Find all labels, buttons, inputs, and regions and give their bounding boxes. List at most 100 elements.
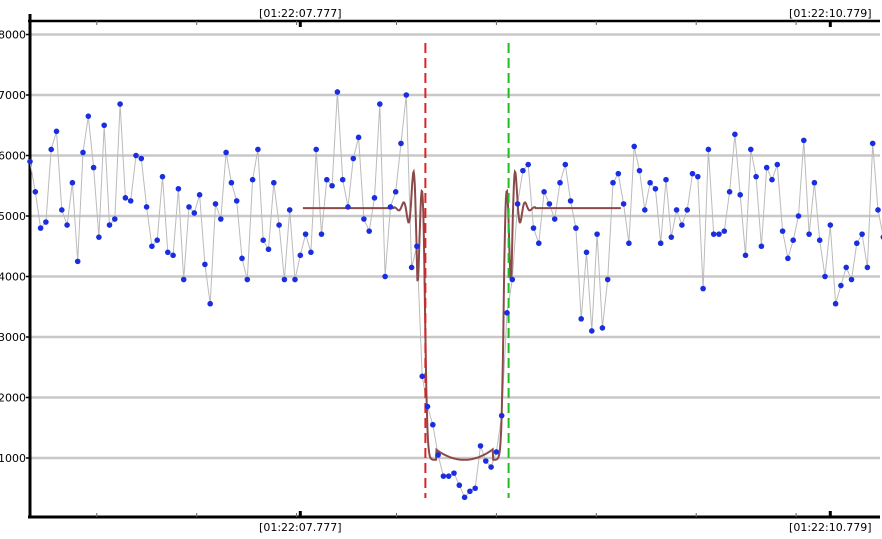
data-point [101,122,107,129]
data-point [483,458,489,464]
data-point [737,192,743,198]
data-point [228,179,235,186]
data-point [790,237,796,243]
data-point [207,300,213,307]
data-point [467,488,473,495]
vertical-markers [424,43,510,498]
data-point [599,325,606,331]
data-point [138,155,145,162]
data-point [742,252,749,259]
data-point [843,264,849,271]
data-point [292,276,298,283]
data-point [350,155,357,162]
data-point [218,216,224,222]
data-point [573,225,579,231]
x-time-label-top: [01:22:10.779] [789,7,871,20]
data-point [578,316,584,322]
data-point [64,222,70,228]
data-point [154,237,160,243]
data-point [329,182,335,189]
data-point [255,146,261,153]
x-axis-ticks [96,21,832,517]
data-point [345,204,351,210]
data-point [414,243,420,250]
data-point [334,89,341,95]
y-tick-label: 8000 [0,29,26,42]
data-point [859,231,865,237]
data-point [753,173,759,180]
data-point [127,198,134,204]
data-point [159,173,166,180]
data-point [276,222,282,228]
data-point [472,485,479,492]
data-point [43,219,49,225]
data-point [647,179,653,186]
data-point [854,240,860,247]
data-point [196,192,203,198]
data-point [308,249,314,256]
data-point [864,264,871,271]
data-point [361,216,367,222]
data-point [355,134,362,141]
data-point [90,164,97,171]
data-point [679,222,685,228]
data-point [69,179,76,186]
data-point [551,216,558,222]
data-point [642,207,648,213]
data-point [143,204,150,210]
data-point [424,403,431,410]
data-point [822,273,828,280]
data-points [27,89,882,501]
data-point [801,137,807,144]
data-point [583,249,590,256]
data-point [700,285,706,292]
data-point [493,449,500,455]
data-point [536,240,542,247]
data-point [514,201,521,207]
data-point [223,149,229,156]
data-point [202,261,208,268]
data-point [626,240,632,247]
data-point [652,185,659,192]
data-point [705,146,712,153]
data-point [59,207,65,213]
data-point [180,276,187,283]
data-point [673,207,680,213]
data-point [695,173,701,180]
data-point [689,170,696,177]
data-point [117,101,123,107]
data-point [461,494,468,501]
data-point [869,140,876,147]
data-point [165,249,171,256]
data-point [498,412,505,419]
data-point [32,189,39,195]
data-point [265,246,272,253]
data-point [520,167,526,174]
data-point [313,146,320,153]
data-point [610,179,616,186]
data-point [387,204,394,210]
data-point [419,373,426,380]
data-point [615,170,622,177]
data-point [811,179,818,186]
data-point [875,207,881,213]
data-point [785,255,791,262]
data-point [149,243,155,250]
data-point [604,276,611,283]
data-point [403,92,410,98]
data-point [170,252,176,259]
series-polyline [29,91,882,499]
data-point [631,143,637,150]
data-point [816,237,823,243]
data-point [408,264,415,271]
data-point [371,195,378,201]
data-point [186,204,192,210]
data-point [562,161,569,168]
x-time-label-bottom: [01:22:07.777] [259,521,341,534]
data-point [281,276,288,283]
data-point [795,213,802,219]
x-axis-time-labels: [01:22:07.777] [01:22:07.777] [01:22:10.77… [259,7,871,534]
data-point [456,482,463,489]
data-point [620,201,627,207]
data-point [557,179,563,186]
